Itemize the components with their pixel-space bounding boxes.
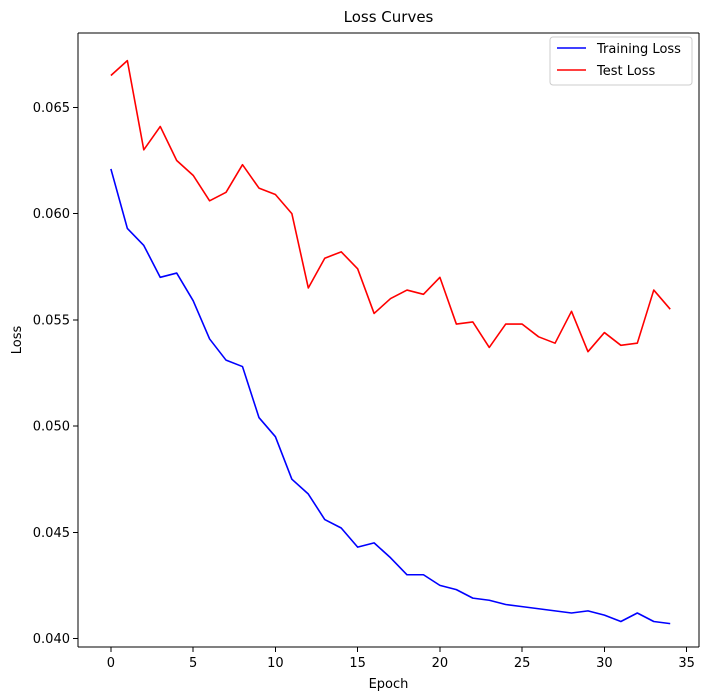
chart-title: Loss Curves	[344, 8, 434, 26]
x-tick-label: 35	[678, 656, 695, 671]
x-tick-label: 20	[432, 656, 449, 671]
x-tick-label: 5	[189, 656, 197, 671]
x-tick-label: 15	[349, 656, 366, 671]
y-tick-label: 0.050	[33, 420, 70, 435]
x-axis-title: Epoch	[369, 677, 409, 692]
x-tick-label: 10	[267, 656, 284, 671]
ticks: 0 5 10 15 20 25 30 35 0.040 0.045 0.050 0.055 0.060 0…	[33, 101, 695, 671]
x-tick-label: 0	[107, 656, 115, 671]
y-tick-label: 0.045	[33, 526, 70, 541]
series-line-training-loss	[110, 168, 671, 625]
x-tick-label: 25	[514, 656, 531, 671]
axes	[77, 32, 700, 648]
plot-area	[110, 59, 671, 625]
y-tick-label: 0.055	[33, 313, 70, 328]
legend-label-test-loss: Test Loss	[596, 64, 655, 79]
legend-box	[549, 36, 693, 86]
y-tick-label: 0.040	[33, 632, 70, 647]
y-tick-label: 0.065	[33, 101, 70, 116]
y-axis-title: Loss	[10, 326, 25, 355]
legend: Training Loss Test Loss	[549, 36, 693, 86]
x-tick-label: 30	[596, 656, 613, 671]
series-line-test-loss	[110, 59, 671, 353]
legend-label-training-loss: Training Loss	[596, 42, 681, 57]
y-tick-label: 0.060	[33, 207, 70, 222]
